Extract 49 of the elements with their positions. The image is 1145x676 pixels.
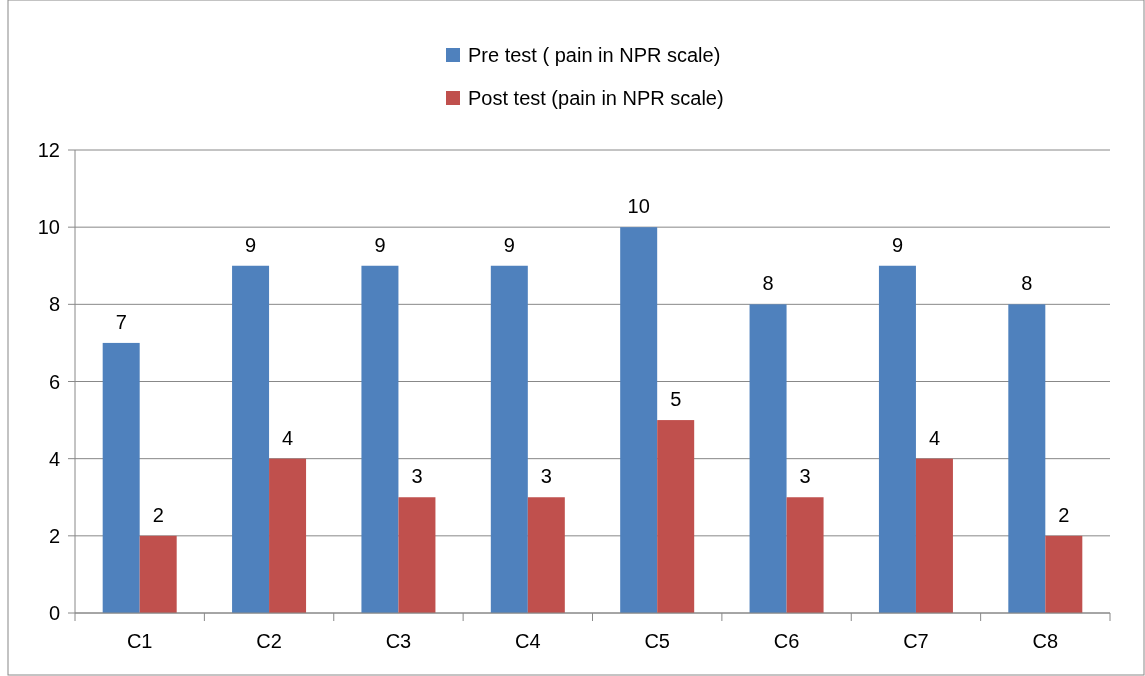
- y-tick-label: 10: [37, 216, 60, 239]
- data-label: 9: [503, 233, 515, 256]
- bar: [490, 265, 528, 613]
- data-label: 3: [799, 465, 811, 488]
- y-tick-label: 4: [48, 447, 60, 470]
- bar: [786, 497, 824, 613]
- bar: [232, 265, 270, 613]
- bar: [915, 458, 953, 613]
- bar: [1008, 304, 1046, 613]
- legend-label: Pre test ( pain in NPR scale): [468, 44, 721, 66]
- data-label: 2: [152, 503, 164, 526]
- y-tick-label: 12: [37, 139, 60, 161]
- data-label: 9: [374, 233, 386, 256]
- data-label: 4: [282, 426, 294, 449]
- bar: [749, 304, 787, 613]
- data-label: 9: [245, 233, 257, 256]
- data-label: 3: [411, 465, 423, 488]
- bar: [657, 420, 695, 613]
- bar: [620, 227, 658, 613]
- bar: [102, 342, 140, 613]
- y-tick-label: 2: [48, 524, 60, 547]
- data-label: 9: [891, 233, 903, 256]
- x-tick-label: C2: [256, 630, 282, 652]
- data-label: 4: [928, 426, 940, 449]
- data-label: 10: [627, 195, 650, 218]
- x-tick-label: C7: [903, 630, 929, 652]
- x-tick-label: C3: [385, 630, 412, 652]
- bar: [398, 497, 436, 613]
- x-tick-label: C1: [126, 630, 153, 652]
- y-tick-label: 0: [48, 602, 60, 624]
- bar: [361, 265, 399, 613]
- y-tick-label: 8: [48, 293, 60, 316]
- data-label: 3: [540, 465, 552, 488]
- x-tick-label: C5: [644, 630, 670, 652]
- y-tick-label: 6: [48, 370, 60, 393]
- data-label: 7: [115, 310, 127, 333]
- bar: [878, 265, 916, 613]
- x-tick-label: C8: [1032, 630, 1059, 652]
- data-label: 8: [762, 272, 774, 295]
- legend-label: Post test (pain in NPR scale): [468, 87, 724, 109]
- bar: [527, 497, 565, 613]
- bar: [1045, 535, 1083, 613]
- bar: [139, 535, 177, 613]
- data-label: 8: [1021, 272, 1033, 295]
- data-label: 5: [670, 388, 682, 411]
- data-label: 2: [1058, 503, 1070, 526]
- x-tick-label: C4: [515, 630, 541, 652]
- x-tick-label: C6: [773, 630, 800, 652]
- bar: [269, 458, 307, 613]
